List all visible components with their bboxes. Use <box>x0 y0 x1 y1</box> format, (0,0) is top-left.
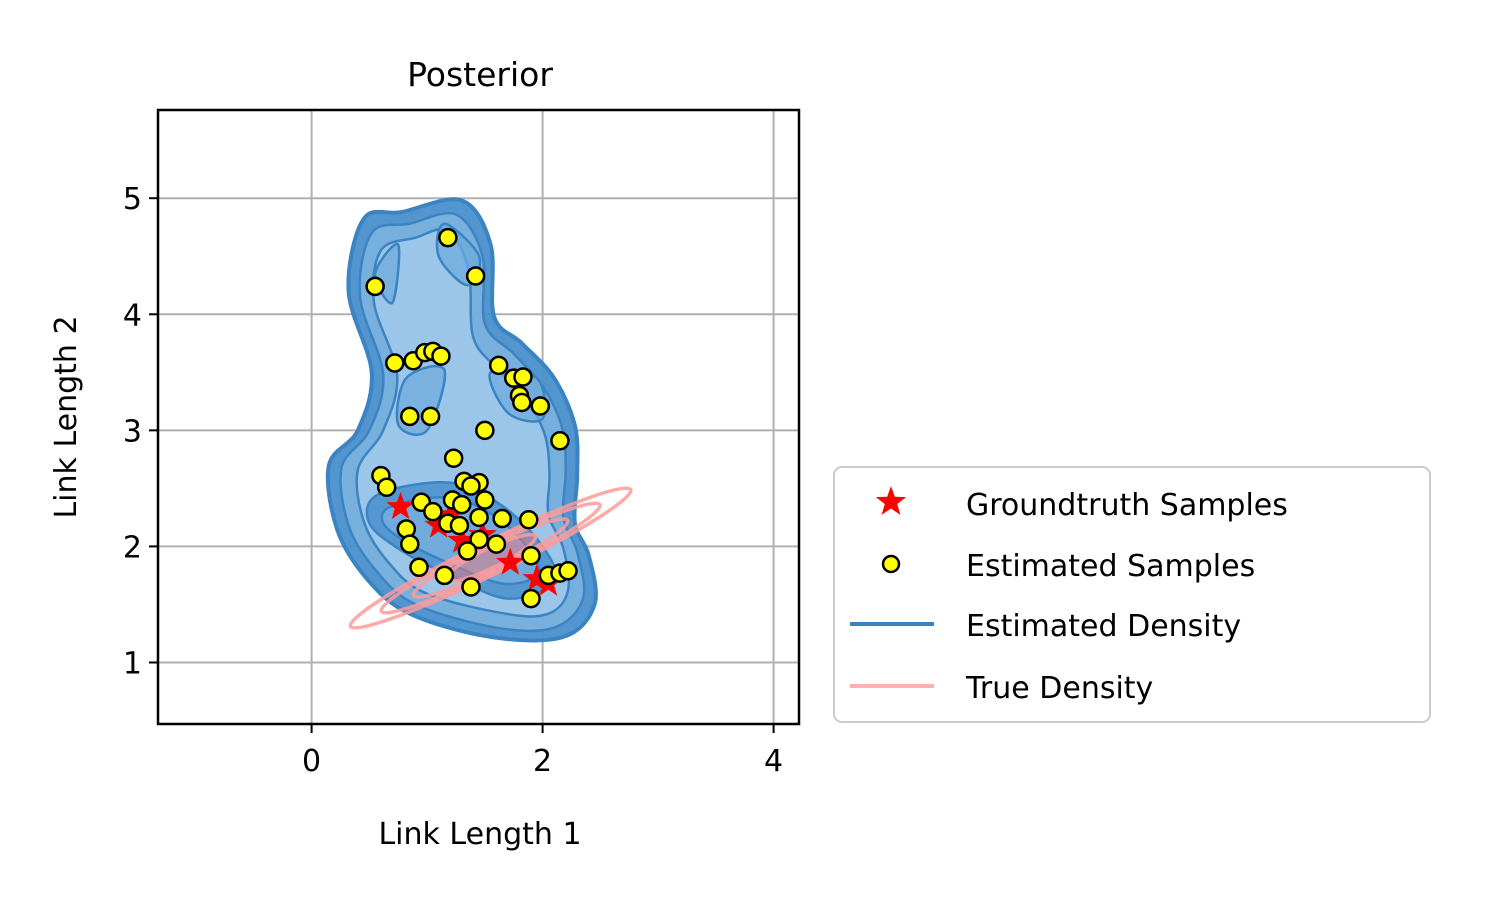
y-tick-label: 3 <box>123 414 142 449</box>
groundtruth-star <box>435 500 465 528</box>
estimated-sample <box>385 353 405 373</box>
estimated-sample <box>486 534 507 554</box>
y-axis-label: Link Length 2 <box>49 315 84 518</box>
estimated-sample <box>513 367 533 387</box>
estimated-sample <box>550 431 570 451</box>
estimated-sample <box>431 346 451 366</box>
x-tick-label: 2 <box>533 744 552 779</box>
true-density-contour <box>411 517 570 599</box>
estimated-sample <box>521 545 541 566</box>
estimated-sample <box>365 276 385 297</box>
groundtruth-star <box>386 492 415 520</box>
legend-item-estimated-density: Estimated Density <box>850 609 1241 644</box>
x-axis: 0 2 4 <box>302 724 783 779</box>
estimated-samples <box>365 227 578 609</box>
groundtruth-star <box>522 563 552 592</box>
plot-frame <box>156 108 801 726</box>
estimated-sample <box>400 534 420 554</box>
estimated-sample <box>423 501 443 522</box>
estimated-sample <box>518 509 539 530</box>
x-tick-label: 4 <box>764 744 783 779</box>
estimated-sample <box>469 529 489 550</box>
legend-item-estimated-samples: Estimated Samples <box>881 549 1255 584</box>
estimated-sample <box>461 476 481 496</box>
estimated-sample <box>434 565 455 586</box>
y-tick-label: 1 <box>123 646 142 681</box>
legend-label-estimated-samples: Estimated Samples <box>966 549 1255 584</box>
estimated-sample <box>521 588 541 609</box>
estimated-sample <box>488 355 509 376</box>
estimated-sample <box>449 515 470 536</box>
estimated-sample <box>420 406 441 427</box>
legend-label-groundtruth: Groundtruth Samples <box>966 488 1288 523</box>
estimated-sample <box>457 541 478 561</box>
true-density <box>348 486 633 630</box>
estimated-sample <box>475 490 495 510</box>
estimated-sample <box>409 557 429 578</box>
estimated-sample <box>452 494 472 515</box>
legend-circle-marker <box>881 554 901 574</box>
y-tick-label: 4 <box>123 298 142 333</box>
estimated-sample <box>461 577 481 597</box>
estimated-sample <box>530 396 551 416</box>
y-tick-label: 2 <box>123 530 142 565</box>
estimated-sample <box>376 477 397 497</box>
groundtruth-star <box>447 525 476 553</box>
estimated-sample <box>475 420 495 441</box>
estimated-sample <box>469 507 489 528</box>
estimated-sample <box>492 508 512 529</box>
legend-label-estimated-density: Estimated Density <box>966 609 1241 644</box>
estimated-sample <box>443 448 464 468</box>
legend-star-marker <box>875 486 907 515</box>
y-axis: 1 2 3 4 5 <box>123 182 158 681</box>
legend: Groundtruth Samples Estimated Samples Es… <box>833 466 1431 723</box>
groundtruth-star <box>496 547 525 575</box>
estimated-sample <box>512 392 532 413</box>
estimated-sample <box>558 561 578 581</box>
x-axis-label: Link Length 1 <box>378 817 581 852</box>
chart-title: Posterior <box>407 55 553 94</box>
legend-item-true-density: True Density <box>850 671 1153 706</box>
estimated-sample <box>465 266 486 286</box>
legend-box <box>833 466 1431 723</box>
estimated-sample <box>400 406 420 427</box>
estimated-sample <box>438 227 458 248</box>
legend-item-groundtruth: Groundtruth Samples <box>875 486 1288 523</box>
legend-label-true-density: True Density <box>965 671 1153 706</box>
x-tick-label: 0 <box>302 744 321 779</box>
y-tick-label: 5 <box>123 182 142 217</box>
